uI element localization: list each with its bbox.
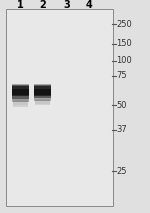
Bar (34, 85, 51, 98)
Bar (34, 86, 51, 96)
Bar (12, 85, 29, 99)
Bar (13, 99, 28, 107)
Text: 50: 50 (116, 101, 127, 110)
Bar (12, 86, 29, 96)
Text: 3: 3 (63, 0, 70, 10)
Bar (35, 101, 50, 104)
Bar (34, 89, 51, 95)
Bar (12, 84, 29, 102)
Bar (6, 9, 112, 206)
Bar (13, 100, 28, 105)
Text: 2: 2 (39, 0, 46, 10)
Text: 25: 25 (116, 167, 127, 176)
Text: 75: 75 (116, 71, 127, 80)
Text: 250: 250 (116, 20, 132, 29)
Bar (12, 89, 29, 95)
Text: 37: 37 (116, 125, 127, 134)
Bar (35, 99, 50, 105)
Bar (34, 84, 51, 101)
Text: 150: 150 (116, 39, 132, 48)
Text: 1: 1 (17, 0, 24, 10)
Text: 100: 100 (116, 56, 132, 65)
Text: 4: 4 (86, 0, 93, 10)
